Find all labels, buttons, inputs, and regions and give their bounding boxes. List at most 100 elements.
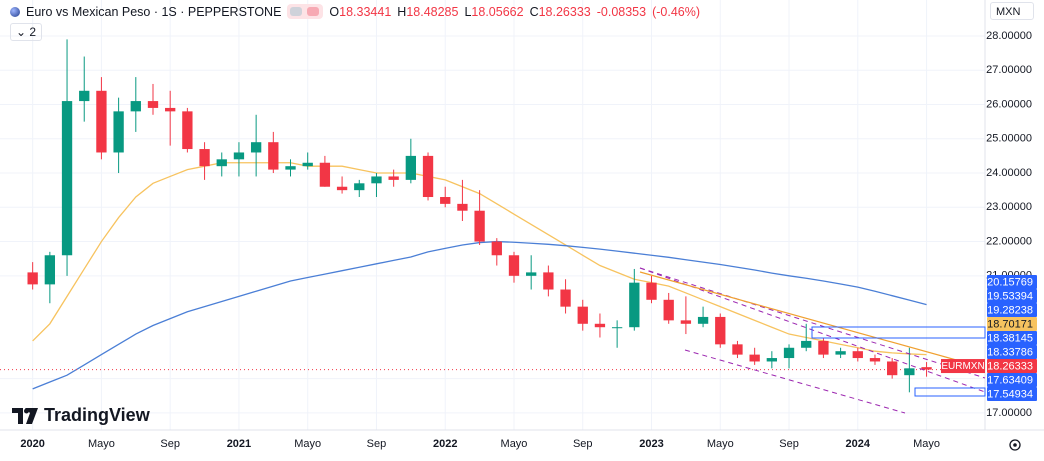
- symbol-badge: [941, 359, 985, 374]
- candle-body: [680, 320, 692, 324]
- candle-body: [388, 176, 399, 180]
- channel-line: [684, 349, 906, 414]
- x-tick-label: Sep: [573, 438, 593, 450]
- candle-body: [268, 142, 279, 170]
- price-badge: [987, 331, 1037, 346]
- price-badge-label: 17.63409: [987, 374, 1033, 386]
- candle-body: [560, 289, 571, 307]
- candle-body: [199, 149, 210, 167]
- candle-body: [526, 272, 537, 276]
- x-tick-label: 2021: [227, 438, 251, 450]
- x-tick-label: Mayo: [707, 438, 734, 450]
- price-badge-label: 19.53394: [987, 290, 1033, 302]
- indicator-toggle[interactable]: ⌄ 2: [10, 23, 43, 41]
- ohlc-item: H18.48285: [397, 5, 458, 19]
- candle-body: [818, 340, 829, 355]
- candle-body: [61, 101, 73, 256]
- candle-body: [697, 316, 709, 324]
- candle-body: [474, 210, 485, 242]
- currency-select[interactable]: MXN: [990, 2, 1034, 20]
- brand: TradingView: [12, 405, 150, 426]
- candle-body: [732, 344, 743, 355]
- price-badge-label: 18.33786: [987, 346, 1033, 358]
- ohlc-values: O18.33441 H18.48285 L18.05662 C18.26333 -0.0…: [329, 5, 700, 19]
- y-tick-label: 27.00000: [986, 64, 1032, 76]
- ohlc-key: L: [464, 4, 472, 19]
- symbol-title[interactable]: Euro vs Mexican Peso · 1S · PEPPERSTONE: [26, 4, 282, 19]
- candle-body: [904, 368, 915, 376]
- price-badge: [987, 345, 1037, 360]
- candle-body: [405, 155, 417, 180]
- candles: [27, 39, 932, 393]
- y-tick-label: 22.00000: [986, 235, 1032, 247]
- candle-body: [336, 186, 348, 191]
- x-tick-label: Sep: [367, 438, 387, 450]
- y-tick-label: 25.00000: [986, 133, 1032, 145]
- candle-body: [130, 101, 141, 112]
- candle-body: [371, 176, 382, 184]
- ohlc-item: C18.26333: [530, 5, 591, 19]
- channel-line: [639, 267, 986, 379]
- candle-body: [302, 162, 313, 167]
- axes: 17.0000018.0000021.0000022.0000023.00000…: [20, 30, 1032, 450]
- price-badge: [987, 359, 1037, 374]
- candle-body: [801, 340, 812, 348]
- toggle[interactable]: [287, 4, 324, 19]
- settings-icon[interactable]: [1009, 439, 1021, 451]
- drawings: [639, 267, 986, 414]
- price-badge-label: 18.38145: [987, 332, 1033, 344]
- price-badge: [987, 289, 1037, 304]
- header: Euro vs Mexican Peso · 1S · PEPPERSTONE …: [10, 4, 700, 19]
- ohlc-value: 18.05662: [471, 4, 524, 19]
- moving-average: [32, 240, 927, 390]
- candle-body: [715, 316, 726, 345]
- candle-body: [319, 162, 331, 187]
- indicator-count: 2: [29, 25, 37, 39]
- x-tick-label: 2023: [639, 438, 663, 450]
- candle-body: [354, 183, 365, 191]
- ohlc-item: L18.05662: [464, 5, 523, 19]
- candle-body: [216, 159, 227, 167]
- candle-body: [182, 111, 193, 150]
- candle-body: [147, 101, 159, 108]
- y-tick-label: 26.00000: [986, 98, 1032, 110]
- candle-body: [165, 107, 176, 112]
- brand-logo: [12, 407, 38, 424]
- candle-body: [611, 327, 623, 329]
- price-labels: 20.15769 19.53394 19.28238 18.70171 18.38145…: [941, 275, 1037, 402]
- candle-body: [852, 351, 863, 359]
- candle-body: [285, 166, 296, 170]
- candle-body: [440, 197, 451, 204]
- candle-body: [508, 255, 520, 276]
- x-tick-label: Sep: [160, 438, 180, 450]
- range-box: [811, 326, 986, 339]
- candle-body: [577, 306, 588, 324]
- candle-body: [749, 354, 760, 362]
- y-tick-label: 17.00000: [986, 407, 1032, 419]
- price-badge: [987, 387, 1037, 402]
- y-tick-label: 23.00000: [986, 201, 1032, 213]
- change: -0.08353: [596, 4, 647, 19]
- candle-body: [44, 255, 56, 285]
- candle-body: [96, 90, 107, 153]
- price-badge: [987, 317, 1037, 332]
- ohlc-value: 18.33441: [339, 4, 392, 19]
- y-tick-label: 28.00000: [986, 30, 1032, 42]
- price-badge-label: 18.26333: [987, 360, 1033, 372]
- candle-body: [233, 152, 245, 160]
- x-tick-label: Mayo: [913, 438, 940, 450]
- currency: MXN: [996, 6, 1021, 18]
- ohlc-value: 18.26333: [538, 4, 591, 19]
- candle-body: [783, 347, 795, 359]
- candle-body: [79, 90, 90, 102]
- x-tick-label: Mayo: [501, 438, 528, 450]
- candle-body: [594, 323, 606, 328]
- candle-body: [250, 142, 262, 153]
- candle-body: [27, 272, 38, 285]
- ohlc-item: O18.33441: [329, 5, 391, 19]
- y-tick-label: 24.00000: [986, 167, 1032, 179]
- price-badge: [987, 373, 1037, 388]
- price-badge: [987, 303, 1037, 318]
